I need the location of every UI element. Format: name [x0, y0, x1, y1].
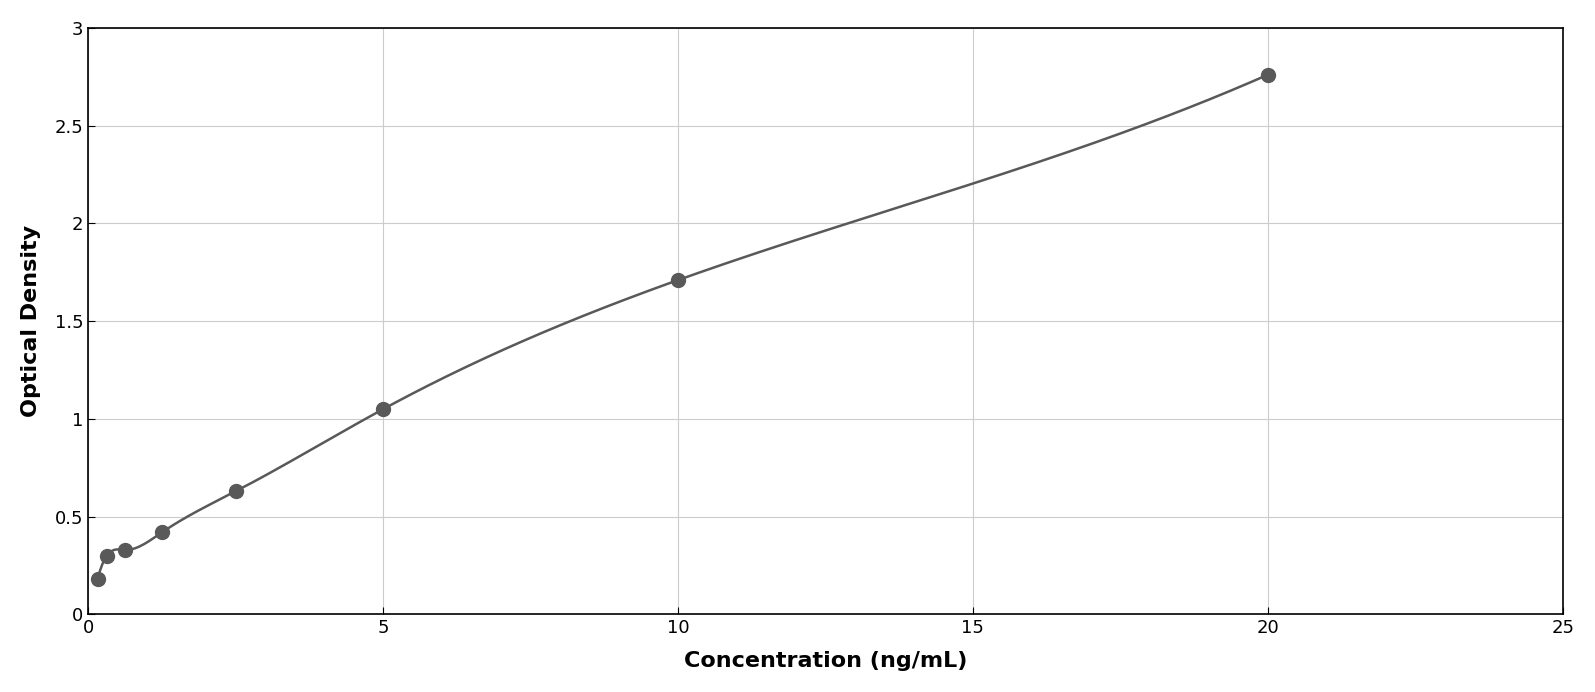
Point — [94, 550, 120, 561]
Y-axis label: Optical Density: Optical Density — [21, 225, 41, 417]
Point — [85, 574, 110, 585]
Point — [150, 527, 175, 538]
Point — [223, 486, 249, 497]
Point — [1255, 69, 1281, 80]
Point — [665, 275, 691, 286]
Point — [370, 403, 396, 415]
X-axis label: Concentration (ng/mL): Concentration (ng/mL) — [684, 651, 967, 671]
Point — [112, 545, 137, 556]
